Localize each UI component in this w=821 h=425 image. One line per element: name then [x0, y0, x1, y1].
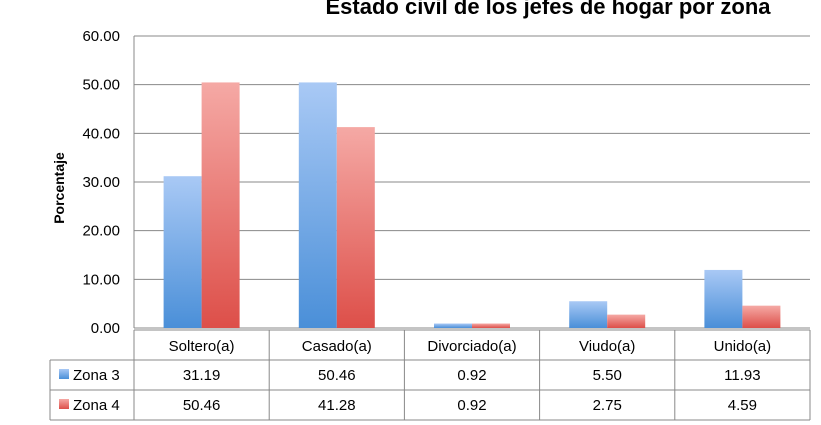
data-label: 50.46	[183, 397, 221, 414]
legend-series-name: Zona 4	[73, 397, 120, 414]
y-tick-label: 50.00	[82, 77, 120, 94]
legend-series-name: Zona 3	[73, 367, 120, 384]
y-axis-title: Porcentaje	[51, 152, 67, 224]
legend-swatch	[59, 399, 69, 409]
data-label: 0.92	[457, 367, 486, 384]
data-label: 0.92	[457, 397, 486, 414]
data-label: 31.19	[183, 367, 221, 384]
data-table: Soltero(a) Casado(a) Divorciado(a) Viudo(a)…	[49, 329, 811, 421]
y-tick-label: 40.00	[82, 125, 120, 142]
data-label: 41.28	[318, 397, 356, 414]
data-label: 11.93	[724, 367, 760, 384]
y-tick-label: 0.00	[91, 320, 120, 337]
bar-zona-3-3	[569, 301, 608, 328]
bar-zona-4-4	[742, 305, 781, 328]
data-label: 50.46	[318, 367, 356, 384]
chart-title: Estado civil de los jefes de hogar por z…	[326, 0, 772, 19]
category-label: Soltero(a)	[169, 338, 235, 355]
bar-zona-4-1	[336, 127, 375, 328]
bar-zona-3-4	[704, 269, 743, 328]
y-tick-label: 60.00	[82, 28, 120, 45]
data-label: 2.75	[593, 397, 622, 414]
category-label: Divorciado(a)	[427, 338, 516, 355]
bar-zona-3-1	[298, 82, 337, 328]
gridlines	[133, 35, 810, 329]
data-label: 4.59	[728, 397, 757, 414]
data-label: 5.50	[593, 367, 622, 384]
y-tick-label: 20.00	[82, 223, 120, 240]
y-tick-label: 30.00	[82, 174, 120, 191]
category-label: Casado(a)	[302, 338, 372, 355]
y-tick-labels: 0.00 10.00 20.00 30.00 40.00 50.00 60.00	[82, 28, 120, 337]
bar-zona-4-3	[607, 314, 646, 328]
bar-zona-4-2	[472, 323, 510, 328]
category-label: Unido(a)	[714, 338, 772, 355]
bar-zona-4-0	[201, 82, 240, 328]
bar-zona-3-0	[163, 176, 202, 328]
y-tick-label: 10.00	[82, 271, 120, 288]
bar-zona-3-2	[434, 323, 472, 328]
bar-series	[163, 82, 781, 328]
category-label: Viudo(a)	[579, 338, 635, 355]
legend-swatch	[59, 369, 69, 379]
